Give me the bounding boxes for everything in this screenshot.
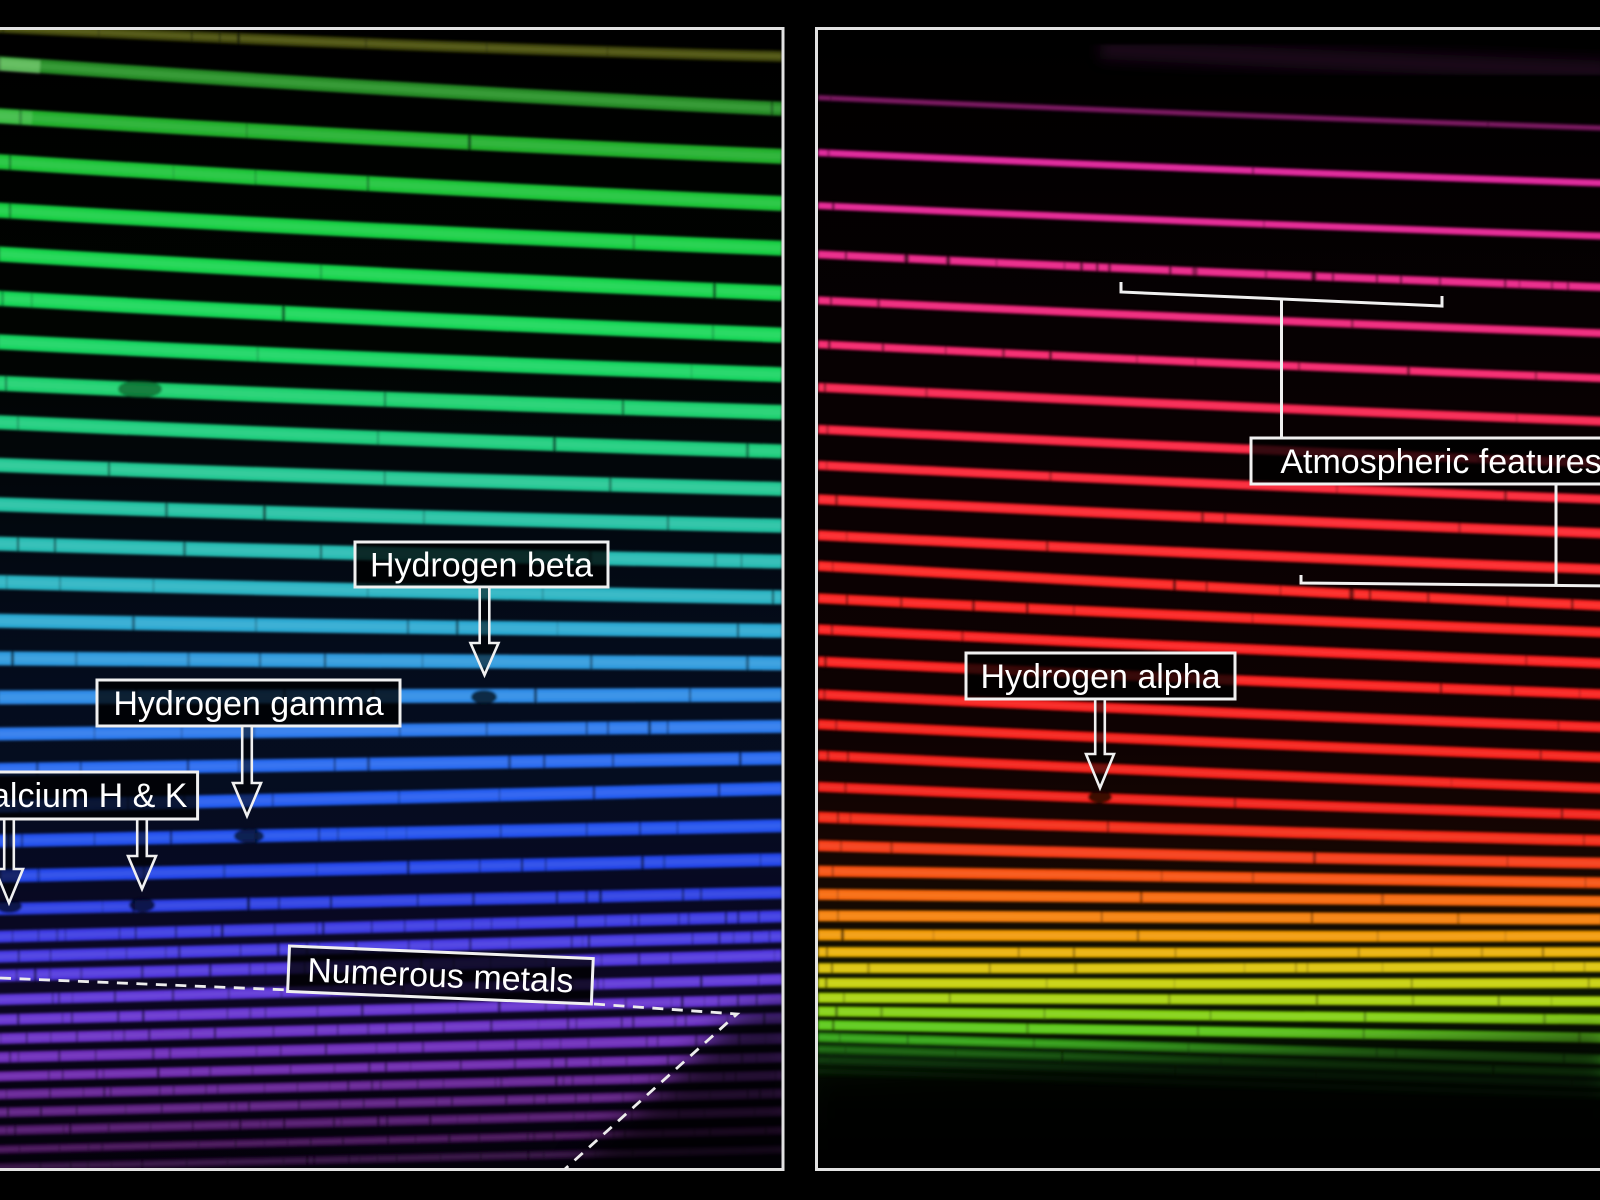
svg-text:Atmospheric features: Atmospheric features: [1280, 443, 1600, 481]
svg-text:Calcium H & K: Calcium H & K: [0, 777, 188, 815]
svg-text:Hydrogen alpha: Hydrogen alpha: [980, 658, 1220, 696]
svg-text:Hydrogen beta: Hydrogen beta: [370, 547, 593, 585]
svg-text:Hydrogen gamma: Hydrogen gamma: [113, 685, 383, 723]
